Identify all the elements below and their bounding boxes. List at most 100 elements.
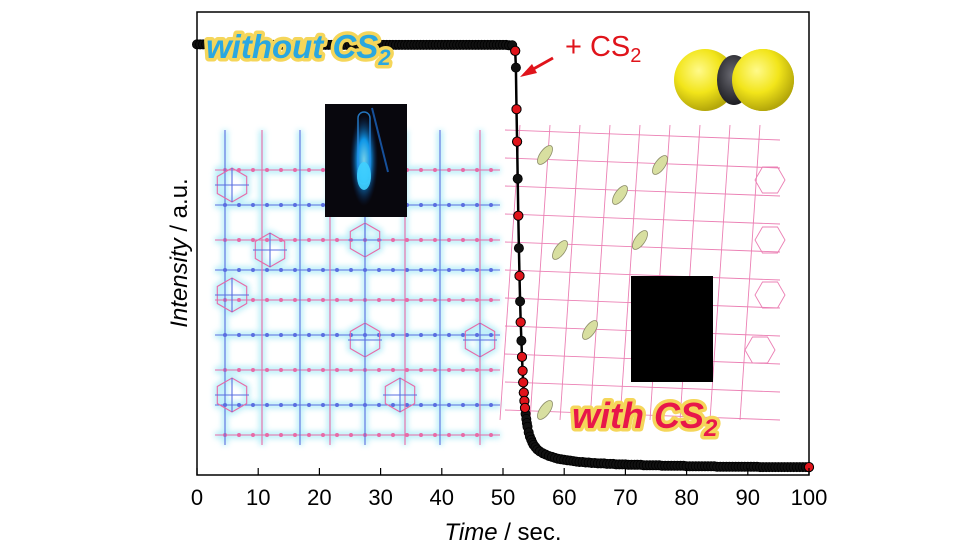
x-tick-label: 50: [491, 485, 515, 510]
lattice-atom: [419, 168, 423, 172]
lattice-atom: [447, 268, 451, 272]
y-axis-label: Intensity / a.u.: [166, 178, 193, 327]
lattice-atom: [307, 403, 311, 407]
x-axis-ticks: 0 10 20 30 40 50 60 70 80 90 100: [191, 468, 827, 510]
lattice-atom: [475, 203, 479, 207]
annotation-with-cs2: with CS2 with CS2: [569, 392, 722, 446]
lattice-atom: [419, 268, 423, 272]
lattice-atom: [307, 238, 311, 242]
x-tick-label: 100: [791, 485, 828, 510]
lattice-atom: [335, 268, 339, 272]
lattice-atom: [475, 268, 479, 272]
cs2-molecule-ellipsoid: [632, 230, 648, 250]
data-point-highlight: [518, 387, 529, 398]
lattice-atom: [349, 268, 353, 272]
lattice-atom: [405, 333, 409, 337]
x-tick-label: 20: [307, 485, 331, 510]
lattice-atom: [251, 168, 255, 172]
lattice-atom: [433, 298, 437, 302]
lattice-atom: [321, 333, 325, 337]
lattice-atom: [321, 298, 325, 302]
x-tick-label: 70: [613, 485, 637, 510]
lattice-atom: [447, 203, 451, 207]
lattice-atom: [251, 238, 255, 242]
cs2-molecule-ellipsoid: [537, 400, 553, 420]
x-tick-label: 40: [430, 485, 454, 510]
crystal-structure-without-cs2: [214, 130, 500, 445]
arrow-icon: [520, 64, 537, 77]
lattice-atom: [419, 238, 423, 242]
lattice-atom: [419, 298, 423, 302]
annotation-add-cs2: + CS2: [520, 31, 641, 77]
lattice-atom: [265, 333, 269, 337]
lattice-atom: [335, 403, 339, 407]
data-point-highlight: [516, 351, 528, 362]
lattice-atom: [251, 333, 255, 337]
lattice-atom: [377, 368, 381, 372]
lattice-atom: [405, 298, 409, 302]
lattice-atom: [405, 368, 409, 372]
data-point-highlight: [518, 377, 529, 388]
lattice-atom: [461, 368, 465, 372]
lattice-atom: [335, 238, 339, 242]
lattice-atom: [489, 238, 493, 242]
lattice-atom: [321, 168, 325, 172]
lattice-atom: [265, 433, 269, 437]
lattice-atom: [335, 333, 339, 337]
annotation-with-cs2-text: with CS2: [572, 395, 718, 442]
lattice-atom: [377, 333, 381, 337]
lattice-atom: [265, 403, 269, 407]
lattice-atom: [461, 268, 465, 272]
lattice-atom: [377, 268, 381, 272]
lattice-atom: [433, 433, 437, 437]
lattice-atom: [461, 238, 465, 242]
lattice-atom: [307, 168, 311, 172]
lattice-atom: [279, 298, 283, 302]
lattice-atom: [279, 268, 283, 272]
lattice-atom: [321, 403, 325, 407]
cs2-molecule-ellipsoid: [652, 155, 668, 175]
lattice-atom: [307, 368, 311, 372]
lattice-atom: [433, 203, 437, 207]
lattice-atom: [475, 298, 479, 302]
data-point: [516, 335, 527, 346]
lattice-atom: [349, 403, 353, 407]
lattice-atom: [335, 298, 339, 302]
lattice-atom: [489, 203, 493, 207]
annotation-without-cs2-text: without CS2: [206, 28, 391, 70]
lattice-atom: [293, 298, 297, 302]
lattice-atom: [405, 403, 409, 407]
svg-text:with CS2: with CS2: [572, 395, 718, 442]
lattice-atom: [447, 238, 451, 242]
vial-photo-inset: [325, 104, 407, 217]
lattice-atom: [321, 368, 325, 372]
data-point: [513, 243, 524, 254]
x-tick-label: 30: [368, 485, 392, 510]
lattice-atom: [461, 433, 465, 437]
lattice-atom: [279, 168, 283, 172]
lattice-atom: [489, 268, 493, 272]
lattice-atom: [265, 168, 269, 172]
lattice-atom: [433, 268, 437, 272]
data-point-highlight: [519, 402, 531, 413]
lattice-atom: [391, 298, 395, 302]
cs2-molecule-ellipsoid: [612, 185, 628, 205]
lattice-atom: [475, 368, 479, 372]
lattice-atom: [237, 433, 241, 437]
x-tick-label: 80: [674, 485, 698, 510]
lattice-atom: [349, 333, 353, 337]
lattice-atom: [489, 368, 493, 372]
lattice-atom: [447, 403, 451, 407]
lattice-atom: [237, 238, 241, 242]
lattice-atom: [251, 203, 255, 207]
lattice-atom: [489, 433, 493, 437]
lattice-atom: [461, 333, 465, 337]
lattice-atom: [489, 298, 493, 302]
lattice-atom: [447, 368, 451, 372]
lattice-atom: [419, 433, 423, 437]
lattice-atom: [265, 238, 269, 242]
lattice-atom: [265, 203, 269, 207]
lattice-atom: [475, 238, 479, 242]
lattice-atom: [279, 203, 283, 207]
data-point-highlight: [515, 317, 526, 328]
